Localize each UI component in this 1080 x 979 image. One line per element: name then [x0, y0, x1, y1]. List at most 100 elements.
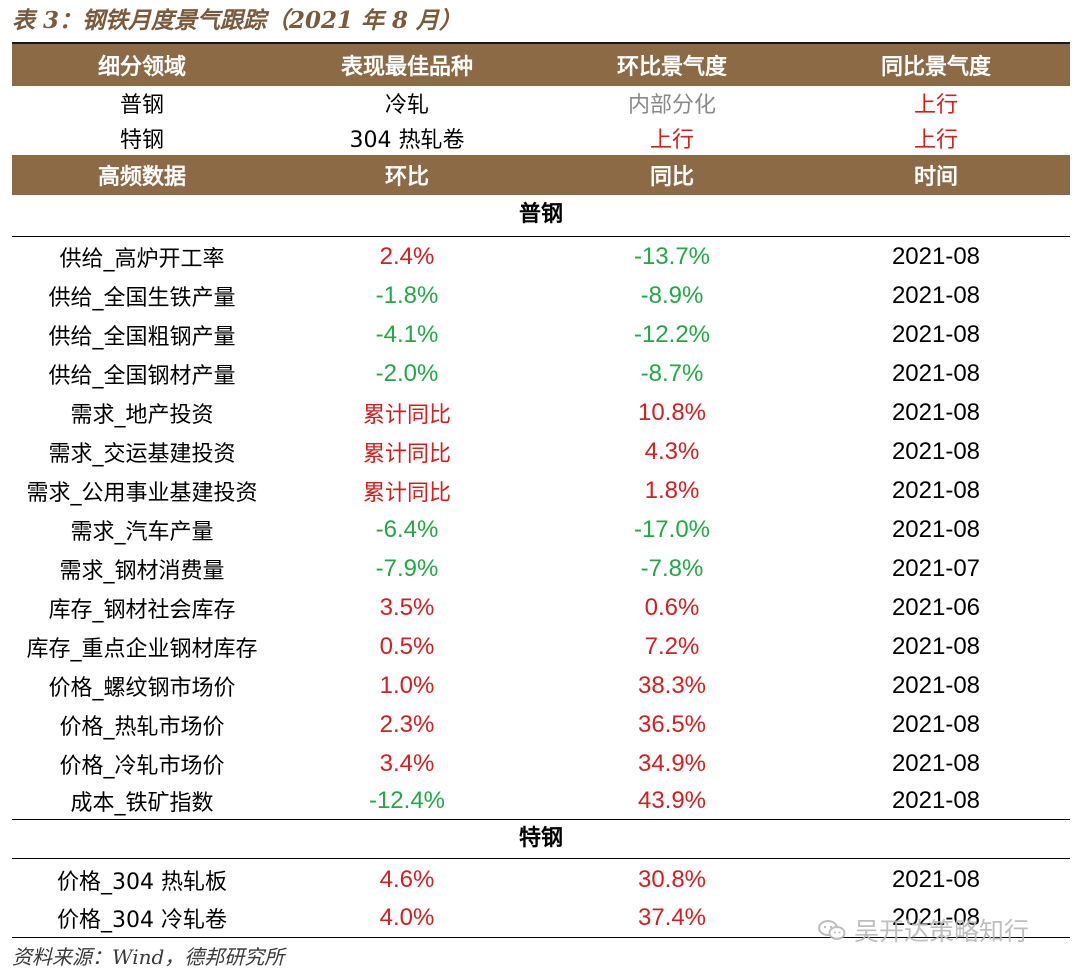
watermark: 吴开达策略知行: [818, 910, 1029, 950]
table-row: 库存_钢材社会库存 3.5% 0.6% 2021-06: [12, 588, 1070, 627]
summary-yoy: 上行: [913, 128, 958, 153]
row-mom: 2.4%: [379, 242, 435, 270]
row-mom: -7.9%: [375, 554, 439, 582]
row-label: 需求_交运基建投资: [48, 441, 236, 467]
row-label: 需求_地产投资: [70, 402, 214, 428]
row-time: 2021-07: [891, 554, 981, 582]
row-label: 供给_全国钢材产量: [48, 363, 236, 389]
source-note: 资料来源：Wind，德邦研究所: [12, 945, 285, 969]
row-label: 供给_全国粗钢产量: [48, 324, 236, 350]
row-yoy: 0.6%: [644, 593, 700, 621]
row-time: 2021-08: [891, 865, 981, 893]
summary-row: 普钢 冷轧 内部分化 上行: [12, 85, 1070, 121]
header-domain: 细分领域: [97, 55, 186, 80]
header-hf-time: 时间: [913, 165, 958, 190]
row-time: 2021-08: [891, 671, 981, 699]
row-yoy: -17.0%: [633, 515, 711, 543]
summary-domain: 特钢: [119, 128, 164, 153]
summary-domain: 普钢: [119, 93, 164, 118]
table-row: 价格_冷轧市场价 3.4% 34.9% 2021-08: [12, 744, 1070, 783]
row-yoy: -13.7%: [633, 242, 711, 270]
table-row: 需求_公用事业基建投资 累计同比 1.8% 2021-08: [12, 471, 1070, 510]
table-row: 价格_304 热轧板 4.6% 30.8% 2021-08: [12, 860, 1070, 899]
table-row: 需求_钢材消费量 -7.9% -7.8% 2021-07: [12, 549, 1070, 588]
row-label: 供给_高炉开工率: [59, 246, 225, 272]
row-mom: 3.4%: [379, 749, 435, 777]
row-time: 2021-08: [891, 476, 981, 504]
section-title-special-steel: 特钢: [12, 819, 1070, 859]
row-mom: 累计同比: [362, 402, 451, 428]
summary-header: 细分领域 表现最佳品种 环比景气度 同比景气度: [12, 42, 1070, 86]
row-yoy: 1.8%: [644, 476, 700, 504]
row-label: 价格_螺纹钢市场价: [48, 675, 236, 701]
table-row: 供给_全国生铁产量 -1.8% -8.9% 2021-08: [12, 276, 1070, 315]
row-label: 需求_钢材消费量: [59, 558, 225, 584]
table-row: 供给_全国粗钢产量 -4.1% -12.2% 2021-08: [12, 315, 1070, 354]
watermark-text: 吴开达策略知行: [854, 917, 1030, 946]
header-mom: 环比景气度: [616, 55, 727, 80]
row-time: 2021-08: [891, 787, 981, 814]
row-yoy: -8.7%: [640, 359, 704, 387]
row-mom: 3.5%: [379, 593, 435, 621]
table-title: 表 3：钢铁月度景气跟踪（2021 年 8 月）: [12, 7, 463, 34]
table-row: 价格_304 冷轧卷 4.0% 37.4% 2021-08: [12, 899, 1070, 937]
table-bottom-border: [12, 937, 1070, 938]
summary-yoy: 上行: [913, 93, 958, 118]
section-title-ordinary-steel: 普钢: [12, 195, 1070, 237]
header-hf-data: 高频数据: [97, 165, 186, 190]
summary-mom: 内部分化: [627, 93, 716, 118]
table-row: 价格_热轧市场价 2.3% 36.5% 2021-08: [12, 705, 1070, 744]
row-yoy: -8.9%: [640, 281, 704, 309]
summary-best: 冷轧: [384, 93, 429, 118]
summary-best: 304 热轧卷: [349, 128, 465, 153]
row-label: 供给_全国生铁产量: [48, 285, 236, 311]
header-yoy: 同比景气度: [880, 55, 991, 80]
row-label: 成本_铁矿指数: [70, 791, 214, 816]
row-label: 价格_304 冷轧卷: [57, 908, 227, 933]
header-hf-yoy: 同比: [649, 165, 694, 190]
header-best: 表现最佳品种: [340, 55, 473, 80]
row-yoy: 4.3%: [644, 437, 700, 465]
row-mom: -12.4%: [368, 787, 446, 814]
summary-row: 特钢 304 热轧卷 上行 上行: [12, 121, 1070, 155]
row-yoy: 37.4%: [637, 904, 707, 931]
row-time: 2021-08: [891, 242, 981, 270]
row-time: 2021-08: [891, 904, 981, 931]
row-mom: -2.0%: [375, 359, 439, 387]
row-mom: 4.6%: [379, 865, 435, 893]
summary-mom: 上行: [649, 128, 694, 153]
row-yoy: -7.8%: [640, 554, 704, 582]
row-label: 价格_热轧市场价: [59, 714, 225, 740]
table-row: 需求_地产投资 累计同比 10.8% 2021-08: [12, 393, 1070, 432]
table-row: 库存_重点企业钢材库存 0.5% 7.2% 2021-08: [12, 627, 1070, 666]
row-label: 库存_钢材社会库存: [48, 597, 236, 623]
row-mom: 累计同比: [362, 441, 451, 467]
row-yoy: -12.2%: [633, 320, 711, 348]
row-yoy: 36.5%: [637, 710, 707, 738]
row-yoy: 34.9%: [637, 749, 707, 777]
row-label: 库存_重点企业钢材库存: [26, 636, 258, 662]
table-row: 供给_全国钢材产量 -2.0% -8.7% 2021-08: [12, 354, 1070, 393]
row-time: 2021-08: [891, 281, 981, 309]
row-label: 需求_公用事业基建投资: [26, 480, 258, 506]
row-time: 2021-08: [891, 320, 981, 348]
row-time: 2021-08: [891, 359, 981, 387]
row-mom: 2.3%: [379, 710, 435, 738]
row-time: 2021-08: [891, 515, 981, 543]
row-time: 2021-08: [891, 749, 981, 777]
row-time: 2021-08: [891, 632, 981, 660]
row-mom: -1.8%: [375, 281, 439, 309]
row-label: 价格_304 热轧板: [57, 869, 227, 895]
wechat-icon: [818, 920, 846, 940]
row-time: 2021-08: [891, 710, 981, 738]
row-label: 需求_汽车产量: [70, 519, 214, 545]
row-yoy: 7.2%: [644, 632, 700, 660]
table-row: 供给_高炉开工率 2.4% -13.7% 2021-08: [12, 237, 1070, 276]
row-mom: 0.5%: [379, 632, 435, 660]
row-mom: -6.4%: [375, 515, 439, 543]
table-row: 成本_铁矿指数 -12.4% 43.9% 2021-08: [12, 783, 1070, 819]
data-header: 高频数据 环比 同比 时间: [12, 155, 1070, 195]
row-yoy: 10.8%: [637, 398, 707, 426]
row-label: 价格_冷轧市场价: [59, 753, 225, 779]
row-time: 2021-08: [891, 437, 981, 465]
